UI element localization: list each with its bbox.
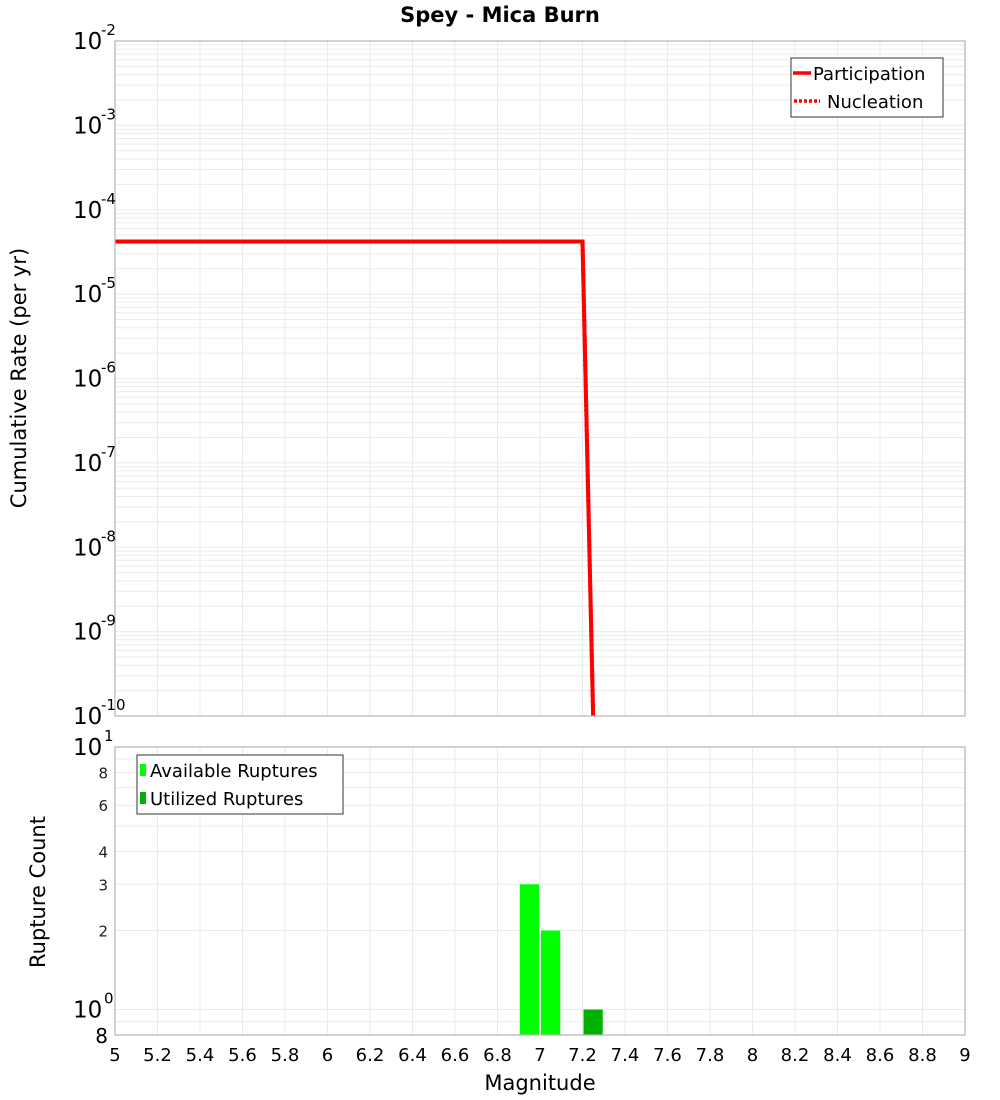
- y-tick-label: 6: [98, 797, 108, 815]
- rate-curves: [115, 239, 596, 717]
- y-tick-label: 10: [73, 735, 102, 761]
- y-tick-exponent: -9: [101, 612, 116, 630]
- x-tick-label: 5.8: [271, 1045, 300, 1066]
- x-tick-label: 8.2: [781, 1045, 810, 1066]
- x-tick-label: 7.8: [696, 1045, 725, 1066]
- x-tick-label: 7.2: [568, 1045, 597, 1066]
- y-tick-exponent: -2: [101, 21, 116, 39]
- y-tick-label: 10: [73, 998, 102, 1024]
- rate-y-ticks: 10-210-310-410-510-610-710-810-910-10: [73, 21, 126, 730]
- x-tick-label: 6: [322, 1045, 333, 1066]
- nucleation-curve: [115, 239, 596, 717]
- rate-plot-frame: [114, 40, 966, 717]
- y-tick-label: 10: [73, 535, 102, 561]
- y-tick-label: 10: [73, 704, 102, 730]
- rupture-bars: [519, 884, 603, 1035]
- x-tick-label: 8.8: [908, 1045, 937, 1066]
- magnitude-x-axis-label: Magnitude: [484, 1071, 595, 1095]
- x-tick-label: 6.4: [398, 1045, 427, 1066]
- y-tick-exponent: -5: [101, 274, 116, 292]
- x-tick-label: 8.6: [866, 1045, 895, 1066]
- x-tick-label: 5: [109, 1045, 120, 1066]
- y-tick-exponent: 0: [104, 990, 114, 1008]
- x-tick-label: 5.6: [228, 1045, 257, 1066]
- x-tick-label: 8: [747, 1045, 758, 1066]
- available-legend-label: Available Ruptures: [150, 761, 318, 782]
- nucleation-legend-label: Nucleation: [827, 92, 923, 113]
- participation-legend-label: Participation: [813, 64, 925, 85]
- available-rupture-bar: [541, 930, 561, 1035]
- y-tick-label: 10: [73, 29, 102, 55]
- utilized-legend-swatch: [140, 792, 146, 804]
- y-tick-exponent: -3: [101, 105, 116, 123]
- y-tick-exponent: -7: [101, 443, 116, 461]
- y-tick-label: 10: [73, 198, 102, 224]
- x-tick-label: 5.4: [186, 1045, 215, 1066]
- rate-legend: Participation Nucleation: [790, 57, 944, 118]
- y-tick-exponent: 1: [104, 727, 114, 745]
- available-legend-swatch: [140, 764, 146, 776]
- x-tick-label: 7: [534, 1045, 545, 1066]
- x-tick-label: 7.6: [653, 1045, 682, 1066]
- y-tick-exponent: -8: [101, 527, 116, 545]
- rate-plot: 10-210-310-410-510-610-710-810-910-10 Cu…: [7, 21, 966, 730]
- rate-y-axis-label: Cumulative Rate (per yr): [7, 248, 31, 508]
- x-tick-label: 8.4: [823, 1045, 852, 1066]
- x-tick-label: 7.4: [611, 1045, 640, 1066]
- y-tick-label: 4: [98, 843, 108, 861]
- x-tick-label: 6.8: [483, 1045, 512, 1066]
- y-tick-exponent: -10: [101, 696, 126, 714]
- utilized-rupture-bar: [583, 1009, 603, 1035]
- rate-legend-box: [790, 57, 944, 118]
- rate-plot-grid: [114, 41, 966, 717]
- y-tick-label: 8: [98, 764, 108, 782]
- rupture-legend: Available Ruptures Utilized Ruptures: [136, 754, 344, 815]
- rupture-y-axis-label: Rupture Count: [26, 816, 50, 968]
- x-tick-label: 6.2: [356, 1045, 385, 1066]
- chart-title: Spey - Mica Burn: [400, 3, 600, 27]
- magnitude-x-ticks: 5 5.2 5.4 5.6 5.8 6 6.2 6.4 6.6 6.8 7 7.2 7.4 7.6 7.8 8…: [109, 1045, 970, 1066]
- y-tick-label: 8: [95, 1024, 108, 1048]
- y-tick-exponent: -4: [101, 190, 116, 208]
- y-tick-label: 10: [73, 282, 102, 308]
- x-tick-label: 6.6: [441, 1045, 470, 1066]
- y-tick-label: 10: [73, 620, 102, 646]
- available-rupture-bar: [519, 884, 539, 1035]
- y-tick-label: 2: [98, 923, 108, 941]
- y-tick-label: 10: [73, 367, 102, 393]
- utilized-legend-label: Utilized Ruptures: [150, 789, 303, 810]
- y-tick-label: 3: [98, 876, 108, 894]
- x-tick-label: 5.2: [143, 1045, 172, 1066]
- y-tick-exponent: -6: [101, 359, 116, 377]
- rupture-legend-box: [136, 754, 344, 815]
- y-tick-label: 10: [73, 451, 102, 477]
- rupture-plot-frame: [114, 746, 966, 1036]
- x-tick-label: 9: [959, 1045, 970, 1066]
- y-tick-label: 10: [73, 113, 102, 139]
